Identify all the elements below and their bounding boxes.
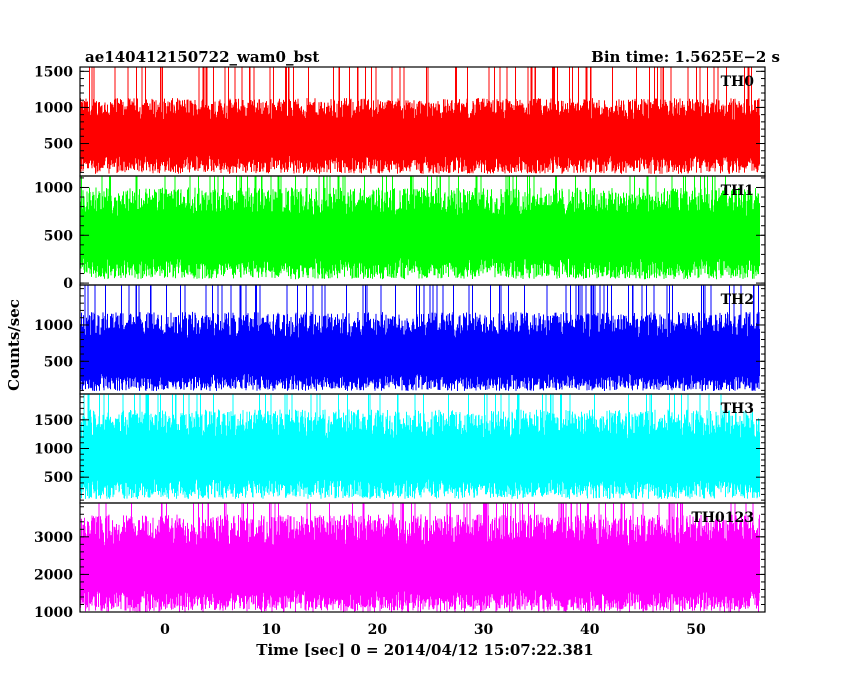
panel-label-th1: TH1	[721, 183, 754, 199]
y-tick-label: 0	[63, 276, 73, 292]
x-tick-label: 50	[686, 622, 706, 638]
y-tick-label: 1000	[34, 318, 73, 334]
y-axis-label: Counts/sec	[5, 299, 23, 391]
y-tick-label: 500	[44, 354, 73, 370]
y-tick-label: 1000	[34, 605, 73, 621]
series-line-th1	[80, 176, 760, 280]
series-line-th0123	[80, 503, 760, 612]
x-tick-label: 30	[474, 622, 494, 638]
panel-label-th2: TH2	[721, 292, 754, 308]
y-tick-label: 1000	[34, 100, 73, 116]
panel-label-th0123: TH0123	[691, 510, 754, 526]
x-tick-label: 40	[580, 622, 600, 638]
panel-th3: 500 1000 1500 TH3	[34, 393, 766, 504]
panel-label-th3: TH3	[721, 401, 754, 417]
y-tick-label: 500	[44, 228, 73, 244]
panel-th0: 500 1000 1500 TH0	[34, 64, 766, 177]
series-line-th2	[80, 285, 760, 392]
panel-frame	[79, 502, 766, 613]
y-tick-label: 500	[44, 470, 73, 486]
chart-title: ae140412150722_wam0_bst	[85, 48, 319, 66]
y-tick-label: 1500	[34, 64, 73, 80]
y-tick-label: 1500	[34, 413, 73, 429]
y-tick-label: 2000	[34, 567, 73, 583]
x-tick-label: 10	[261, 622, 281, 638]
bin-time-label: Bin time: 1.5625E−2 s	[591, 48, 780, 66]
series-line-th0	[80, 67, 760, 174]
panel-label-th0: TH0	[721, 74, 755, 90]
x-tick-label: 0	[160, 622, 170, 638]
y-tick-label: 500	[44, 137, 73, 153]
panel-th1: 0 500 1000 TH1	[34, 175, 766, 292]
y-tick-label: 1000	[34, 442, 73, 458]
series-line-th3	[80, 394, 760, 499]
x-axis-label: Time [sec] 0 = 2014/04/12 15:07:22.381	[256, 641, 593, 659]
x-tick-label: 20	[368, 622, 388, 638]
y-tick-label: 3000	[34, 530, 73, 546]
y-tick-label: 1000	[34, 180, 73, 196]
panel-th2: 500 1000 TH2	[34, 284, 766, 395]
panel-th0123: 1000 2000 3000 TH0123	[34, 502, 766, 621]
